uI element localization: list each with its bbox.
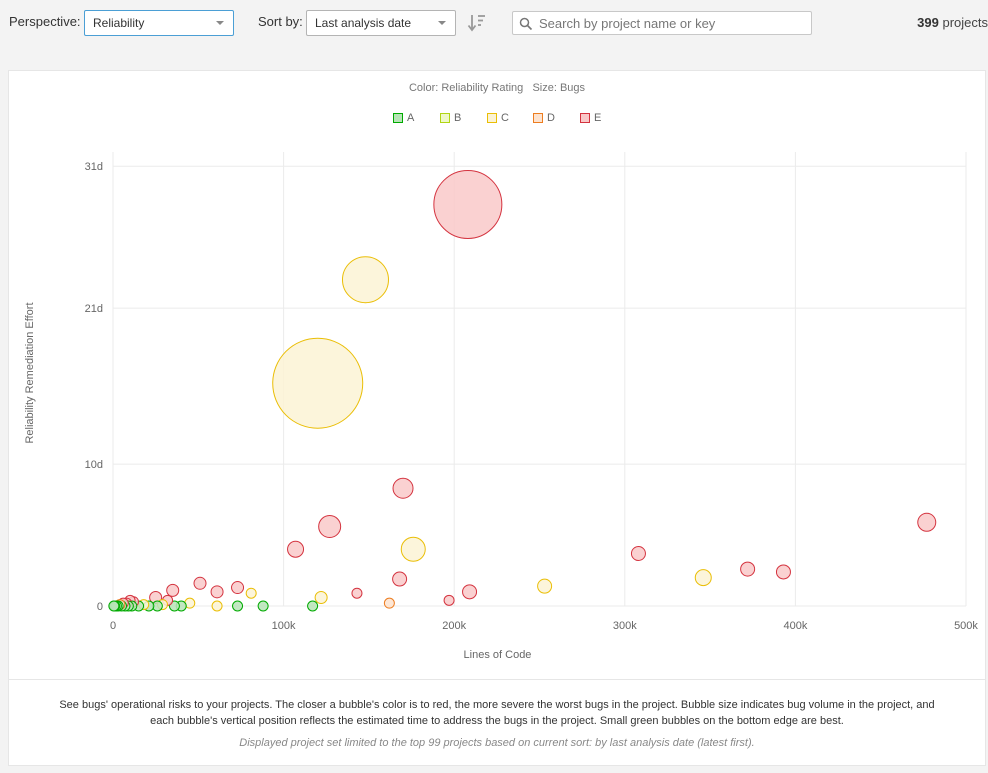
chart-subtitle: Color: Reliability Rating Size: Bugs	[408, 82, 586, 94]
sort-select[interactable]: Last analysis date	[306, 10, 456, 36]
x-axis-label: Lines of Code	[464, 649, 532, 661]
project-bubble[interactable]	[462, 584, 478, 600]
y-tick-label: 31d	[85, 161, 103, 173]
project-bubble[interactable]	[193, 576, 207, 590]
search-icon	[519, 17, 533, 31]
project-count-suffix: projects	[938, 15, 988, 30]
project-bubble[interactable]	[231, 581, 245, 595]
project-bubble[interactable]	[694, 569, 712, 587]
project-bubble[interactable]	[108, 600, 120, 612]
legend-swatch-c	[487, 113, 497, 123]
legend-label-b: B	[454, 112, 462, 124]
legend-swatch-b	[440, 113, 450, 123]
sort-label: Sort by:	[258, 14, 303, 29]
project-bubble[interactable]	[740, 561, 756, 577]
project-bubble[interactable]	[443, 594, 455, 606]
perspective-label: Perspective:	[9, 14, 81, 29]
project-bubble[interactable]	[917, 512, 937, 532]
sort-value: Last analysis date	[315, 16, 412, 30]
perspective-select[interactable]: Reliability	[84, 10, 234, 36]
bubble-chart: 0 100k 200k 300k 400k 500k 0 10d 21d 31d Lines of …	[24, 152, 978, 661]
legend-label-d: D	[547, 112, 555, 124]
project-bubble[interactable]	[287, 540, 305, 558]
legend-swatch-e	[580, 113, 590, 123]
legend-swatch-d	[533, 113, 543, 123]
project-bubble[interactable]	[166, 583, 180, 597]
project-bubble[interactable]	[433, 169, 503, 239]
y-tick-label: 21d	[85, 303, 103, 315]
project-bubble[interactable]	[775, 564, 791, 580]
x-tick-label: 100k	[272, 620, 296, 632]
x-tick-label: 0	[110, 620, 116, 632]
project-bubble[interactable]	[211, 600, 223, 612]
legend-label-e: E	[594, 112, 602, 124]
project-bubble[interactable]	[232, 600, 244, 612]
project-bubble[interactable]	[272, 337, 364, 429]
y-axis-label: Reliability Remediation Effort	[24, 302, 36, 443]
project-count: 399 projects	[917, 15, 988, 30]
project-bubble[interactable]	[630, 546, 646, 562]
chevron-down-icon	[438, 21, 446, 25]
project-bubble[interactable]	[383, 597, 395, 609]
project-bubble[interactable]	[341, 256, 389, 304]
footer-divider	[9, 679, 985, 680]
project-bubble[interactable]	[537, 578, 553, 594]
legend-label-c: C	[501, 112, 509, 124]
project-bubble[interactable]	[351, 587, 363, 599]
sort-order-icon[interactable]	[467, 12, 487, 34]
legend-label-a: A	[407, 112, 415, 124]
legend-swatch-a	[393, 113, 403, 123]
chevron-down-icon	[216, 21, 224, 25]
project-bubble[interactable]	[318, 515, 342, 539]
bubble-chart-panel: Color: Reliability Rating Size: Bugs A B…	[8, 70, 986, 766]
project-bubble[interactable]	[257, 600, 269, 612]
chart-description: See bugs' operational risks to your proj…	[59, 699, 935, 727]
toolbar: Perspective: Reliability Sort by: Last a…	[0, 0, 988, 50]
project-bubble[interactable]	[314, 590, 328, 604]
project-bubble[interactable]	[210, 585, 224, 599]
project-bubble[interactable]	[307, 600, 319, 612]
y-tick-label: 10d	[85, 459, 103, 471]
project-bubble[interactable]	[400, 536, 426, 562]
project-count-value: 399	[917, 15, 939, 30]
project-bubble[interactable]	[392, 477, 414, 499]
search-input[interactable]	[537, 13, 807, 33]
x-tick-label: 400k	[783, 620, 807, 632]
y-tick-label: 0	[97, 601, 103, 613]
chart-limit-note: Displayed project set limited to the top…	[239, 737, 755, 749]
perspective-value: Reliability	[93, 16, 145, 30]
x-tick-label: 500k	[954, 620, 978, 632]
project-bubble[interactable]	[245, 587, 257, 599]
search-box[interactable]	[512, 11, 812, 35]
x-tick-label: 200k	[442, 620, 466, 632]
project-bubble[interactable]	[392, 571, 408, 587]
x-tick-label: 300k	[613, 620, 637, 632]
